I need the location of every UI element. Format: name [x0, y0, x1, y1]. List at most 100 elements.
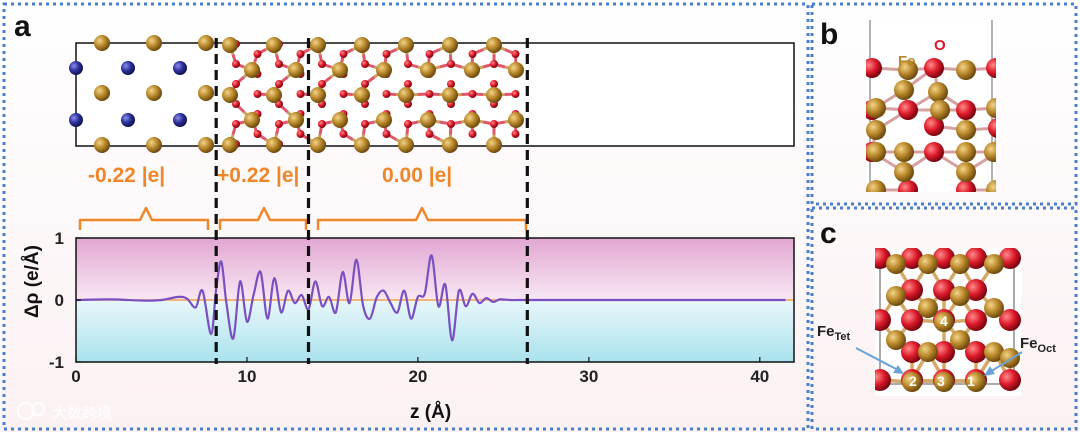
atom	[866, 98, 886, 118]
atom	[901, 309, 923, 331]
atom	[275, 60, 283, 68]
atom	[447, 60, 455, 68]
atom	[69, 61, 83, 75]
slab-atoms	[69, 35, 524, 153]
arrow-fe-oct	[989, 351, 1023, 373]
panel-c-atoms	[875, 248, 1021, 392]
atom	[965, 279, 987, 301]
x-axis-ticks: 0 10 20 30 40	[71, 357, 769, 386]
atom	[965, 248, 987, 269]
atom	[928, 82, 948, 102]
panel-label-b: b	[820, 18, 838, 51]
atom	[933, 341, 955, 363]
atom	[966, 372, 986, 392]
fe-oct-label: FeOct	[1020, 335, 1056, 355]
arrow-fe-tet	[855, 347, 899, 371]
atom	[886, 254, 906, 274]
atom	[886, 286, 906, 306]
atom	[956, 162, 976, 182]
charge-substrate: -0.22 |e|	[88, 164, 165, 187]
fe-tet-label: FeTet	[817, 323, 851, 343]
atom	[332, 112, 348, 128]
atom	[121, 61, 135, 75]
y-axis-ticks: 1 0 -1	[49, 229, 81, 372]
atom	[956, 60, 976, 80]
atom	[866, 58, 882, 78]
atom	[486, 87, 502, 103]
atom	[376, 112, 392, 128]
atom	[486, 137, 502, 153]
site-number-4: 4	[940, 313, 948, 329]
atom	[404, 120, 412, 128]
atom	[464, 62, 480, 78]
x-tick-label: 20	[408, 367, 427, 386]
atom	[956, 142, 976, 162]
atom	[447, 120, 455, 128]
atom	[173, 113, 187, 127]
x-tick-label: 30	[579, 367, 598, 386]
atom	[398, 37, 414, 53]
atom	[950, 286, 970, 306]
site-number-2: 2	[909, 373, 917, 389]
atom	[986, 180, 996, 192]
atom	[442, 37, 458, 53]
arrow-fe-tet-head	[893, 365, 904, 374]
panel-a-frame	[2, 2, 810, 431]
atom	[253, 90, 262, 98]
panel-b-structure: Fe O	[866, 20, 996, 192]
atom	[198, 137, 214, 153]
atom	[894, 142, 914, 162]
atom	[956, 100, 976, 120]
atom	[376, 62, 392, 78]
atom	[296, 50, 305, 58]
atom	[866, 180, 886, 192]
atom	[146, 35, 162, 51]
atom	[318, 120, 326, 128]
atom	[999, 369, 1021, 391]
atom	[464, 112, 480, 128]
brace-substrate	[78, 206, 210, 230]
atom	[901, 279, 923, 301]
atom	[382, 90, 391, 98]
atom	[894, 162, 914, 182]
atom	[232, 60, 240, 68]
atom	[986, 58, 996, 78]
atom	[69, 113, 83, 127]
atom	[404, 80, 412, 88]
atom	[94, 35, 110, 51]
atom	[222, 87, 238, 103]
atom	[146, 85, 162, 101]
atom	[875, 309, 891, 331]
panel-b-atoms	[866, 58, 996, 192]
atom	[398, 87, 414, 103]
atom	[933, 279, 955, 301]
atom	[266, 137, 282, 153]
panel-c-structure: 4 2 3 1 FeTet FeOct	[817, 248, 1056, 396]
atom	[275, 80, 283, 88]
atom	[468, 130, 477, 138]
atom	[398, 137, 414, 153]
atom	[902, 372, 922, 392]
atom	[198, 35, 214, 51]
atom	[244, 62, 260, 78]
panel-label-c: c	[820, 217, 837, 250]
atom	[918, 298, 938, 318]
x-tick-label: 0	[71, 367, 80, 386]
atom	[898, 100, 918, 120]
atom	[934, 372, 954, 392]
atom	[288, 62, 304, 78]
atom	[511, 50, 520, 58]
charge-film: 0.00 |e|	[382, 164, 452, 187]
atom	[447, 80, 455, 88]
atom	[420, 112, 436, 128]
label-fe: Fe	[898, 53, 916, 70]
atom	[956, 120, 976, 140]
atom	[933, 248, 955, 269]
x-tick-label: 40	[750, 367, 769, 386]
atom	[468, 90, 477, 98]
atom	[999, 248, 1021, 269]
atom	[361, 120, 369, 128]
atom	[924, 58, 944, 78]
panel-label-a: a	[14, 10, 31, 43]
atom	[318, 60, 326, 68]
